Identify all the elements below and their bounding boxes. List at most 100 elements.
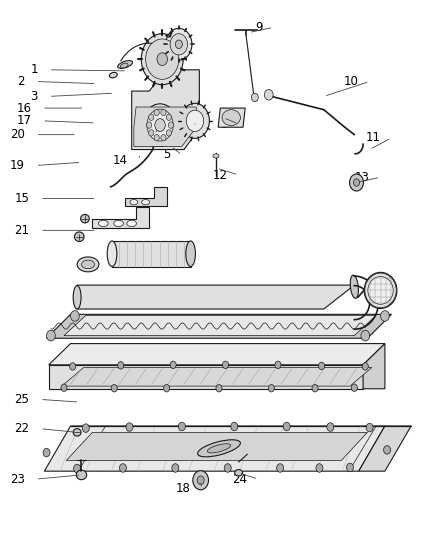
Text: 7: 7 [177,120,184,134]
Ellipse shape [127,220,137,227]
Circle shape [178,422,185,431]
Ellipse shape [207,444,231,453]
Circle shape [277,464,284,472]
Circle shape [283,422,290,431]
Ellipse shape [73,429,81,436]
Ellipse shape [186,241,195,266]
Ellipse shape [74,232,84,241]
Text: 10: 10 [344,75,359,88]
Polygon shape [359,426,411,471]
Text: 21: 21 [14,224,29,237]
Ellipse shape [364,272,397,309]
Ellipse shape [81,214,89,223]
Circle shape [251,93,258,102]
Ellipse shape [107,241,117,266]
Ellipse shape [118,61,133,68]
Circle shape [268,384,275,392]
Polygon shape [49,344,385,365]
Circle shape [197,476,204,484]
Ellipse shape [350,275,358,298]
Circle shape [170,361,176,368]
Circle shape [155,119,165,132]
Circle shape [168,122,173,128]
Polygon shape [46,314,392,338]
Text: 5: 5 [164,148,171,161]
Circle shape [141,34,183,85]
Polygon shape [66,432,367,461]
Polygon shape [77,285,354,309]
Circle shape [120,464,127,472]
Circle shape [166,114,172,120]
Ellipse shape [198,440,240,457]
Circle shape [346,463,353,472]
Circle shape [157,53,167,66]
Circle shape [193,471,208,490]
Circle shape [70,363,76,370]
Circle shape [166,28,192,60]
Circle shape [216,384,222,392]
Ellipse shape [99,220,108,227]
Circle shape [327,423,334,431]
Ellipse shape [368,277,393,304]
Circle shape [46,330,55,341]
Polygon shape [64,316,376,336]
Circle shape [265,90,273,100]
Polygon shape [44,426,385,471]
Circle shape [350,174,364,191]
Ellipse shape [120,63,128,68]
Ellipse shape [114,220,124,227]
Circle shape [161,109,166,116]
Text: 2: 2 [17,75,25,88]
Circle shape [312,384,318,392]
Circle shape [147,122,152,128]
Text: 20: 20 [10,128,25,141]
Text: 17: 17 [16,115,31,127]
Ellipse shape [81,260,95,269]
Text: 6: 6 [135,127,143,140]
Circle shape [82,424,89,432]
Text: 16: 16 [16,102,31,115]
Polygon shape [92,207,149,228]
Ellipse shape [142,199,150,205]
Ellipse shape [76,470,87,480]
Circle shape [74,464,81,473]
Circle shape [361,330,370,341]
Circle shape [147,109,173,141]
Text: 11: 11 [366,131,381,144]
Circle shape [111,384,117,392]
Ellipse shape [222,110,240,126]
Circle shape [43,448,50,457]
Circle shape [318,362,325,369]
Text: 9: 9 [255,21,263,34]
Circle shape [175,40,182,49]
Circle shape [154,134,159,141]
Ellipse shape [130,199,138,205]
Text: 24: 24 [233,473,247,486]
Text: 18: 18 [176,482,191,495]
Text: 1: 1 [30,63,38,76]
Circle shape [275,361,281,368]
Text: 22: 22 [14,422,29,435]
Circle shape [224,464,231,472]
Circle shape [351,384,357,391]
Circle shape [381,311,389,321]
Circle shape [146,39,179,79]
Text: 12: 12 [213,168,228,182]
Text: 15: 15 [14,192,29,205]
Circle shape [126,423,133,431]
Text: 14: 14 [112,154,127,167]
Polygon shape [363,344,385,389]
Circle shape [163,384,170,392]
Ellipse shape [73,286,81,309]
Circle shape [384,446,391,454]
Polygon shape [132,70,199,150]
Text: 3: 3 [30,90,38,103]
Circle shape [170,34,187,55]
Ellipse shape [213,154,219,158]
Circle shape [223,361,229,368]
Circle shape [118,362,124,369]
Circle shape [316,464,323,472]
Circle shape [154,109,159,116]
Circle shape [143,104,177,147]
Polygon shape [134,107,196,147]
